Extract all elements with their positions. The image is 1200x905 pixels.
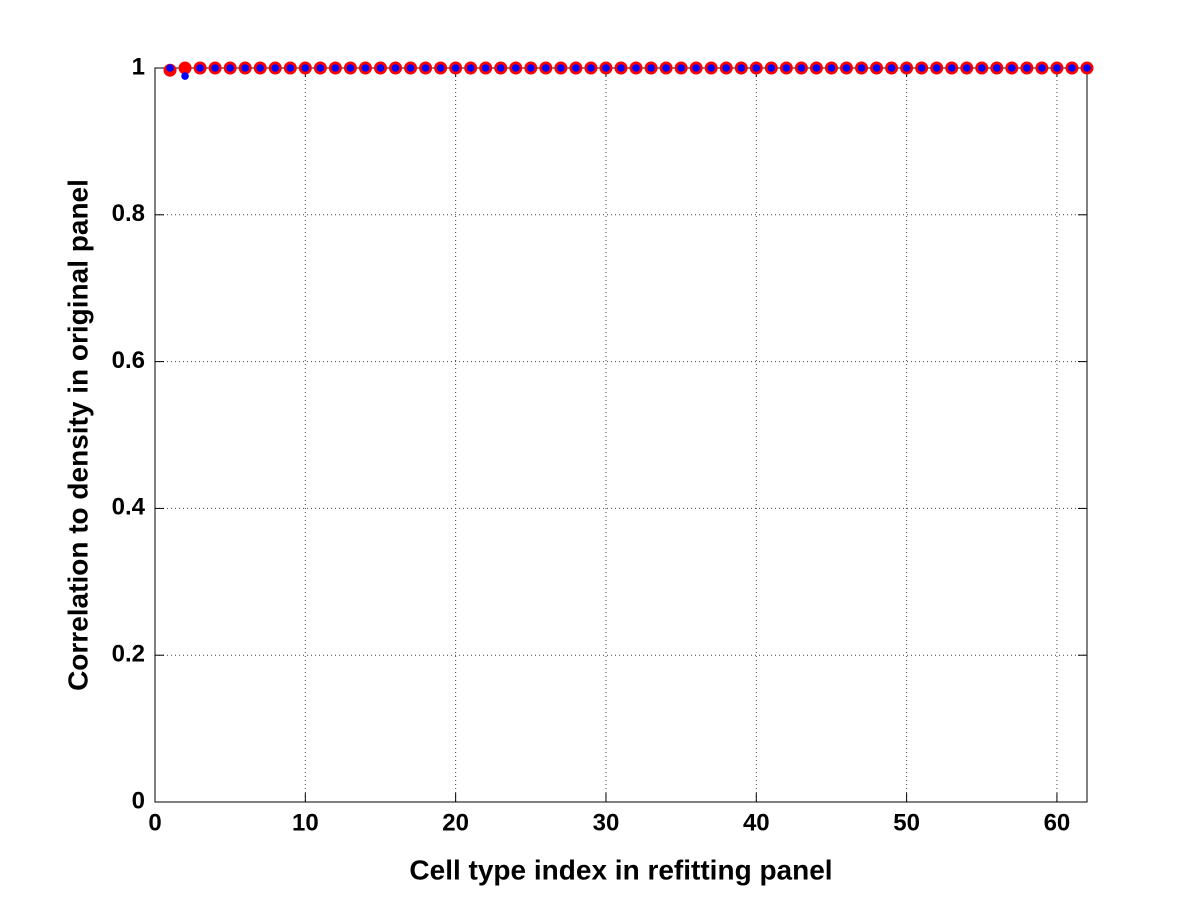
data-point xyxy=(166,64,174,72)
data-point xyxy=(496,64,505,72)
y-tick-label: 0.2 xyxy=(112,641,145,668)
data-point xyxy=(241,64,249,72)
data-point xyxy=(1053,64,1061,72)
data-point xyxy=(527,64,535,72)
data-point xyxy=(887,64,896,72)
data-point xyxy=(842,64,851,72)
data-point xyxy=(511,64,520,72)
data-point xyxy=(1083,64,1091,72)
data-point xyxy=(827,64,836,72)
x-tick-label: 40 xyxy=(743,809,770,836)
data-point xyxy=(376,64,385,72)
data-point xyxy=(902,64,911,72)
data-point xyxy=(737,64,746,72)
data-point xyxy=(466,64,475,72)
data-point xyxy=(226,64,234,72)
data-point xyxy=(1023,64,1031,72)
x-tick-label: 10 xyxy=(292,809,319,836)
data-point xyxy=(993,64,1001,72)
data-point xyxy=(587,64,595,72)
data-point xyxy=(857,64,866,72)
data-point xyxy=(767,64,776,72)
data-point xyxy=(181,72,189,80)
y-tick-label: 1 xyxy=(132,53,145,80)
y-axis-label: Correlation to density in original panel xyxy=(62,179,93,691)
data-point xyxy=(557,64,565,72)
data-point xyxy=(256,64,265,72)
x-axis-label: Cell type index in refitting panel xyxy=(409,854,832,885)
data-point xyxy=(196,64,204,72)
y-tick-label: 0.6 xyxy=(112,347,145,374)
data-point xyxy=(331,64,340,72)
data-point xyxy=(451,64,460,72)
data-point xyxy=(542,64,550,72)
x-tick-label: 30 xyxy=(593,809,620,836)
data-point xyxy=(178,61,192,75)
data-point xyxy=(421,64,430,72)
y-tick-label: 0.4 xyxy=(112,494,146,521)
data-point xyxy=(572,64,580,72)
data-point xyxy=(647,64,655,72)
data-point xyxy=(406,64,415,72)
x-tick-label: 50 xyxy=(893,809,920,836)
x-tick-label: 0 xyxy=(148,809,161,836)
data-point xyxy=(872,64,881,72)
x-tick-label: 20 xyxy=(442,809,469,836)
data-point xyxy=(977,64,986,72)
data-point xyxy=(1038,64,1046,72)
data-point xyxy=(271,64,280,72)
y-tick-label: 0.8 xyxy=(112,200,145,227)
data-point xyxy=(947,64,956,72)
data-point xyxy=(602,64,610,72)
data-point xyxy=(1008,64,1016,72)
data-point xyxy=(346,64,355,72)
data-point xyxy=(722,64,731,72)
data-point xyxy=(632,64,640,72)
data-point xyxy=(361,64,370,72)
data-point xyxy=(662,64,670,72)
data-point xyxy=(962,64,971,72)
data-point xyxy=(481,64,490,72)
data-point xyxy=(752,64,761,72)
data-point xyxy=(436,64,445,72)
data-point xyxy=(932,64,941,72)
data-point xyxy=(1068,64,1076,72)
data-point xyxy=(782,64,791,72)
data-point xyxy=(211,64,219,72)
data-point xyxy=(391,64,400,72)
x-tick-label: 60 xyxy=(1044,809,1071,836)
data-point xyxy=(812,64,821,72)
data-point xyxy=(301,64,310,72)
data-point xyxy=(692,64,700,72)
data-point xyxy=(797,64,806,72)
y-tick-label: 0 xyxy=(132,787,145,814)
data-point xyxy=(617,64,625,72)
data-point xyxy=(917,64,926,72)
data-point xyxy=(286,64,295,72)
data-point xyxy=(316,64,325,72)
data-point xyxy=(677,64,685,72)
data-point xyxy=(707,64,715,72)
